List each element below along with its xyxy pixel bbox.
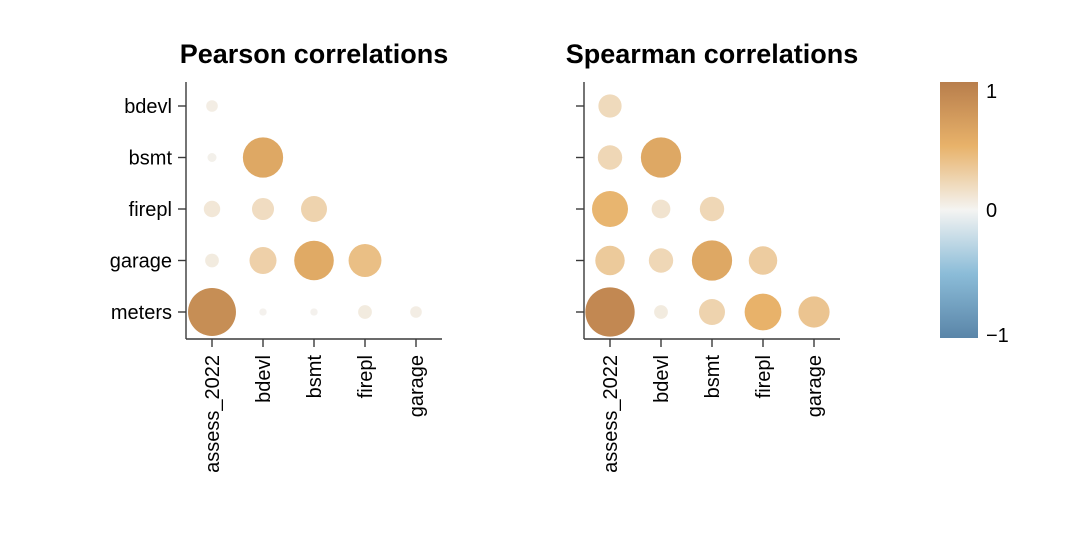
correlation-dot-garage-firepl <box>748 246 778 275</box>
colorbar-tick-label: −1 <box>986 325 1009 347</box>
x-tick-label: assess_2022 <box>600 355 622 473</box>
correlation-dot-garage-bsmt <box>691 240 733 281</box>
correlation-dot-garage-firepl <box>348 244 382 277</box>
x-tick-label: garage <box>406 355 428 417</box>
correlation-panel-2: Spearman correlations assess_2022 bdevl bsm… <box>566 39 859 473</box>
x-tick-label: assess_2022 <box>202 355 224 473</box>
correlation-dot-meters-bdevl <box>654 305 668 319</box>
colorbar-tick-label: 0 <box>986 200 997 222</box>
correlation-dot-bsmt-assess_2022 <box>207 153 217 162</box>
correlation-dot-firepl-bsmt <box>301 196 327 222</box>
y-tick-label: garage <box>110 251 172 273</box>
x-tick-label: bsmt <box>702 355 724 399</box>
chart-title: Spearman correlations <box>566 39 859 69</box>
x-tick-label: garage <box>804 355 826 417</box>
correlation-dot-meters-garage <box>410 306 422 318</box>
correlation-panel-1: Pearson correlations bdevl bsmt firepl garag… <box>110 39 449 473</box>
x-tick-label: bsmt <box>304 355 326 399</box>
correlation-dot-bdevl-assess_2022 <box>206 100 218 112</box>
chart-title: Pearson correlations <box>180 39 449 69</box>
colorbar <box>940 82 978 338</box>
correlation-dot-meters-bdevl <box>259 308 267 316</box>
correlation-dot-firepl-bdevl <box>251 197 275 221</box>
correlation-dot-garage-bsmt <box>294 240 334 281</box>
correlation-dot-meters-assess_2022 <box>188 288 236 336</box>
correlation-dot-garage-bdevl <box>249 246 277 275</box>
correlation-dot-garage-bdevl <box>648 248 674 273</box>
correlation-dot-firepl-bsmt <box>699 196 725 222</box>
y-tick-label: bdevl <box>124 96 172 118</box>
correlation-dot-bsmt-assess_2022 <box>597 145 623 170</box>
correlation-dot-meters-firepl <box>744 293 782 331</box>
x-tick-label: firepl <box>753 355 775 398</box>
colorbar-legend: 1 0 −1 <box>940 81 1009 347</box>
y-tick-label: bsmt <box>129 148 173 170</box>
correlation-dot-garage-assess_2022 <box>595 245 625 276</box>
colorbar-tick-label: 1 <box>986 81 997 103</box>
correlation-dot-bdevl-assess_2022 <box>598 94 622 118</box>
x-tick-label: firepl <box>355 355 377 398</box>
x-tick-label: bdevl <box>253 355 275 403</box>
y-tick-label: meters <box>111 302 172 324</box>
correlation-dot-meters-bsmt <box>699 299 725 325</box>
correlation-dot-bsmt-bdevl <box>640 137 682 178</box>
y-tick-label: firepl <box>129 199 172 221</box>
x-tick-label: bdevl <box>651 355 673 403</box>
correlation-dot-meters-assess_2022 <box>585 287 635 337</box>
correlation-dot-firepl-bdevl <box>651 199 671 219</box>
correlation-dot-meters-garage <box>798 296 830 328</box>
correlation-dot-garage-assess_2022 <box>205 253 219 268</box>
correlation-dot-meters-bsmt <box>310 308 318 316</box>
correlation-dot-firepl-assess_2022 <box>203 200 221 218</box>
correlation-dot-meters-firepl <box>358 305 372 319</box>
correlation-dot-firepl-assess_2022 <box>591 190 629 228</box>
correlation-dot-bsmt-bdevl <box>242 137 284 178</box>
